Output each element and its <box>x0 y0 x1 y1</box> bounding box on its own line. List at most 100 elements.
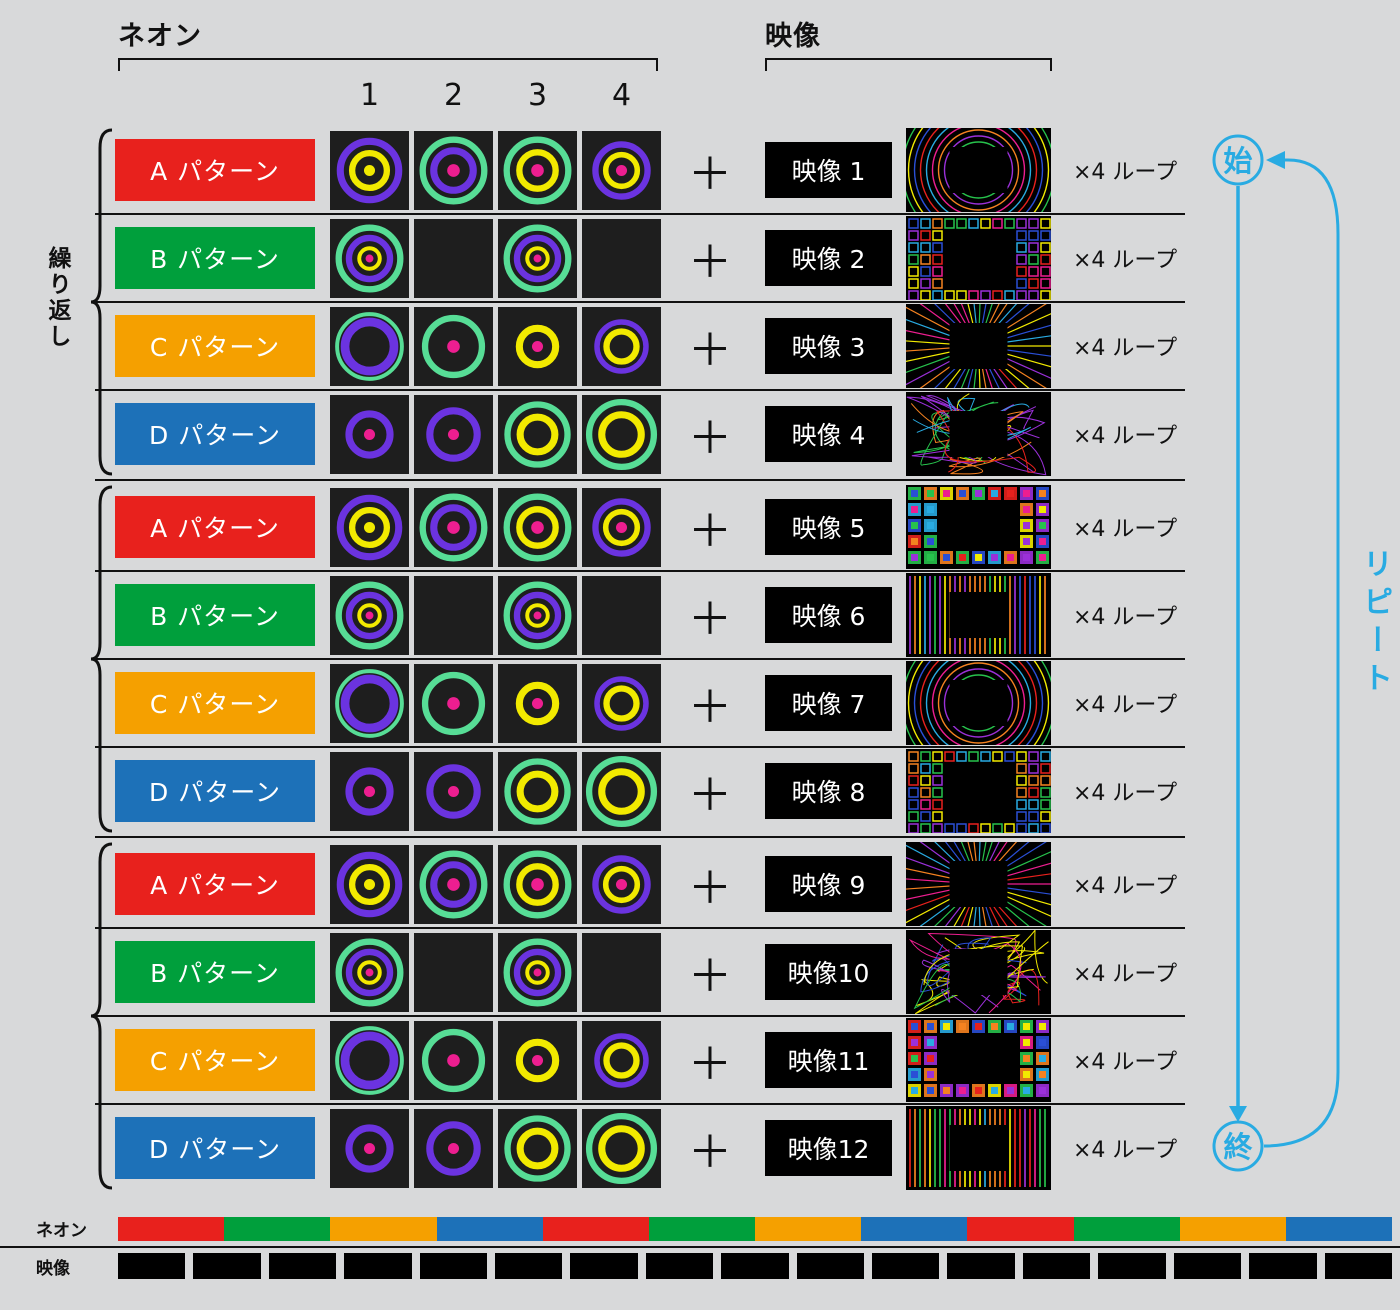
timeline-neon-segment <box>542 1216 649 1241</box>
neon-cell <box>582 575 661 655</box>
pattern-label: C パターン <box>115 672 315 734</box>
neon-rings <box>345 1123 394 1173</box>
neon-cell-strip <box>330 844 661 924</box>
video-thumbnail-art <box>908 930 1049 1014</box>
neon-cell <box>414 663 493 743</box>
neon-cell <box>414 1108 493 1188</box>
timeline-video-block <box>947 1253 1015 1279</box>
neon-rings <box>504 757 571 825</box>
video-thumbnail-art <box>908 751 1051 833</box>
timeline: ネオン 映像 <box>0 1216 1400 1279</box>
neon-rings <box>336 137 403 203</box>
pattern-label: C パターン <box>115 315 315 377</box>
plus-sign: ＋ <box>688 863 732 914</box>
neon-cell <box>330 130 409 210</box>
neon-cell <box>498 306 577 386</box>
loop-count-label: ×4 ループ <box>1073 874 1178 899</box>
neon-cell <box>582 1108 661 1188</box>
pattern-label: A パターン <box>115 496 315 558</box>
neon-cell <box>498 130 577 210</box>
neon-rings <box>585 1112 658 1184</box>
repeat-group-label: 繰り返し <box>44 246 70 350</box>
neon-rings <box>515 1038 560 1082</box>
sequence-row: D パターン ＋ 映像 4 ×4 ループ <box>115 392 1295 476</box>
video-thumbnail-art <box>908 1020 1049 1097</box>
neon-rings <box>585 755 658 827</box>
neon-cell <box>498 932 577 1012</box>
video-label: 映像 9 <box>765 856 892 912</box>
pattern-label: B パターン <box>115 941 315 1003</box>
neon-cell-strip <box>330 394 661 474</box>
timeline-neon-segment <box>1073 1216 1180 1241</box>
sequence-row: C パターン ＋ 映像 3 ×4 ループ <box>115 304 1295 388</box>
neon-cell <box>414 1020 493 1100</box>
neon-cell <box>330 751 409 831</box>
neon-rings <box>419 136 488 204</box>
neon-cell <box>330 394 409 474</box>
video-thumbnail-art <box>906 393 1047 476</box>
neon-rings <box>335 581 404 649</box>
neon-rings <box>426 763 481 819</box>
neon-rings <box>503 581 572 649</box>
neon-cell <box>582 487 661 567</box>
neon-section-title: ネオン <box>118 21 202 52</box>
timeline-video-block <box>268 1253 337 1279</box>
neon-rings <box>592 140 651 200</box>
loop-count-label: ×4 ループ <box>1073 962 1178 987</box>
video-label: 映像 7 <box>765 675 892 731</box>
timeline-video-block <box>1324 1253 1392 1279</box>
neon-cell-strip <box>330 487 661 567</box>
loop-count-label: ×4 ループ <box>1073 781 1178 806</box>
neon-cell <box>414 575 493 655</box>
neon-cell <box>498 575 577 655</box>
video-thumbnail <box>906 842 1051 926</box>
video-thumbnail <box>906 930 1051 1014</box>
neon-rings <box>515 681 560 725</box>
neon-cell <box>582 663 661 743</box>
pattern-label: A パターン <box>115 139 315 201</box>
video-thumbnail-art <box>909 576 1046 654</box>
neon-rings <box>504 1114 571 1182</box>
neon-cell <box>582 844 661 924</box>
loop-count-label: ×4 ループ <box>1073 424 1178 449</box>
plus-sign: ＋ <box>688 325 732 376</box>
sequence-row: B パターン ＋ 映像10 ×4 ループ <box>115 930 1295 1014</box>
neon-cell-strip <box>330 932 661 1012</box>
video-label: 映像 2 <box>765 230 892 286</box>
timeline-video-block <box>344 1253 412 1279</box>
timeline-neon-segment <box>1179 1216 1286 1241</box>
neon-cell <box>582 394 661 474</box>
neon-rings <box>503 493 572 561</box>
plus-sign: ＋ <box>688 1127 732 1178</box>
row-divider <box>95 1015 1185 1017</box>
video-section-bracket <box>765 58 1052 71</box>
video-thumbnail <box>906 749 1051 833</box>
pattern-label: A パターン <box>115 853 315 915</box>
neon-cell <box>330 1108 409 1188</box>
pattern-label: C パターン <box>115 1029 315 1091</box>
timeline-neon-row: ネオン <box>0 1216 1400 1241</box>
row-divider <box>95 213 1185 215</box>
row-divider <box>95 1103 1185 1105</box>
neon-cell <box>582 932 661 1012</box>
neon-cell <box>414 932 493 1012</box>
pattern-label: D パターン <box>115 1117 315 1179</box>
plus-sign: ＋ <box>688 951 732 1002</box>
loop-count-label: ×4 ループ <box>1073 336 1178 361</box>
neon-cell <box>498 751 577 831</box>
video-thumbnail-art <box>908 218 1051 300</box>
video-label: 映像 6 <box>765 587 892 643</box>
video-label: 映像 5 <box>765 499 892 555</box>
video-thumbnail-art <box>909 1109 1046 1187</box>
neon-cell <box>498 844 577 924</box>
neon-cell <box>582 218 661 298</box>
column-number: 2 <box>443 78 464 113</box>
video-thumbnail <box>906 304 1051 388</box>
timeline-neon-segment <box>755 1216 862 1241</box>
timeline-divider <box>0 1246 1400 1248</box>
loop-count-label: ×4 ループ <box>1073 1050 1178 1075</box>
timeline-video-block <box>419 1253 488 1279</box>
sequence-row: D パターン ＋ 映像12 ×4 ループ <box>115 1106 1295 1190</box>
timeline-video-block <box>1098 1253 1166 1279</box>
neon-rings <box>345 409 394 459</box>
